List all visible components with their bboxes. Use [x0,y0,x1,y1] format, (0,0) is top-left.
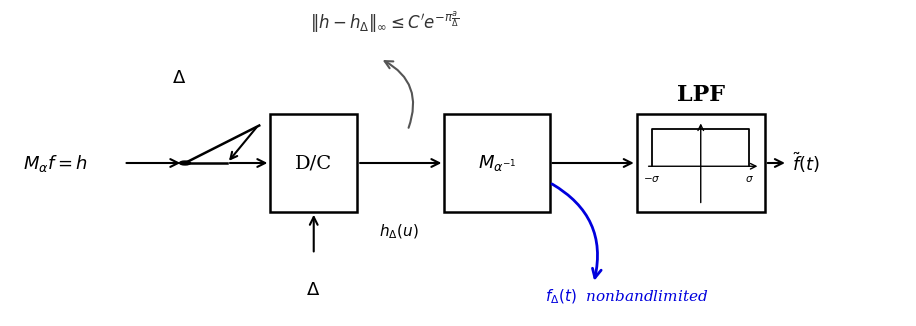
Text: $\Delta$: $\Delta$ [171,69,186,87]
Text: D/C: D/C [295,154,333,172]
Circle shape [180,161,191,165]
Text: $-\sigma$: $-\sigma$ [643,174,660,185]
Text: $\Delta$: $\Delta$ [306,281,321,299]
Text: $h_{\Delta}(u)$: $h_{\Delta}(u)$ [378,222,419,241]
Text: $M_{\alpha}f = h$: $M_{\alpha}f = h$ [23,153,88,173]
Text: $\|h - h_{\Delta}\|_{\infty} \leq C^{\prime} e^{-\pi \frac{a}{\Delta}}$: $\|h - h_{\Delta}\|_{\infty} \leq C^{\pr… [311,10,459,36]
Text: $\tilde{f}(t)$: $\tilde{f}(t)$ [792,151,820,175]
Text: LPF: LPF [677,83,725,106]
FancyBboxPatch shape [270,114,357,212]
Text: $M_{\alpha^{-1}}$: $M_{\alpha^{-1}}$ [477,153,517,173]
FancyBboxPatch shape [637,114,765,212]
Text: $\sigma$: $\sigma$ [745,174,754,185]
FancyBboxPatch shape [444,114,550,212]
Text: $f_{\Delta}(t)$  nonbandlimited: $f_{\Delta}(t)$ nonbandlimited [545,288,708,306]
